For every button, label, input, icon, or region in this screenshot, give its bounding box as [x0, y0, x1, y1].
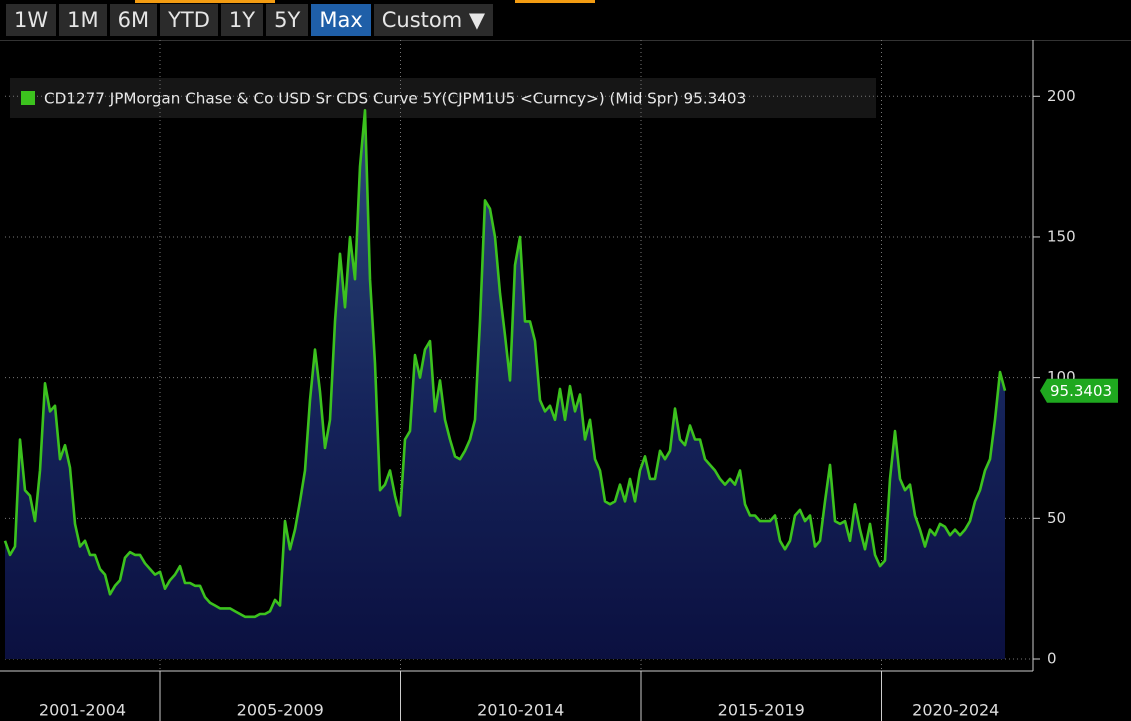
tab-strip [135, 0, 595, 3]
line [3, 109, 1007, 619]
x-tick-label: 2015-2019 [718, 701, 805, 720]
range-button[interactable]: 5Y [266, 4, 309, 36]
x-tick-label: 2001-2004 [39, 701, 126, 720]
y-tick-label: 200 [1047, 87, 1076, 105]
tab [135, 0, 275, 3]
range-buttons: 1W 1M 6M YTD 1Y 5Y Max Custom ▼ [6, 4, 494, 36]
last-value-tag [1040, 378, 1118, 403]
area [5, 110, 1005, 660]
range-button[interactable]: 1Y [220, 4, 264, 36]
y-tick-label: 0 [1047, 650, 1057, 668]
x-tick-label: 2010-2014 [477, 701, 564, 720]
range-button[interactable]: 1M [59, 4, 107, 36]
legend-label: CD1277 JPMorgan Chase & Co USD Sr CDS Cu… [44, 90, 746, 108]
legend-box [10, 78, 876, 118]
tab [515, 0, 595, 3]
range-button[interactable]: Max [311, 4, 371, 36]
x-tick-label: 2020-2024 [912, 701, 999, 720]
y-tick-label: 150 [1047, 227, 1076, 245]
x-tick-label: 2005-2009 [237, 701, 324, 720]
range-button[interactable]: YTD [160, 4, 218, 36]
range-button[interactable]: 6M [109, 4, 158, 36]
last-value-label: 95.3403 [1050, 382, 1112, 400]
range-button[interactable]: 1W [6, 4, 57, 36]
legend-swatch [21, 91, 35, 105]
y-tick-label: 50 [1047, 509, 1066, 527]
toolbar: 1W 1M 6M YTD 1Y 5Y Max Custom ▼ [0, 0, 1131, 41]
range-button[interactable]: Custom ▼ [373, 4, 494, 36]
